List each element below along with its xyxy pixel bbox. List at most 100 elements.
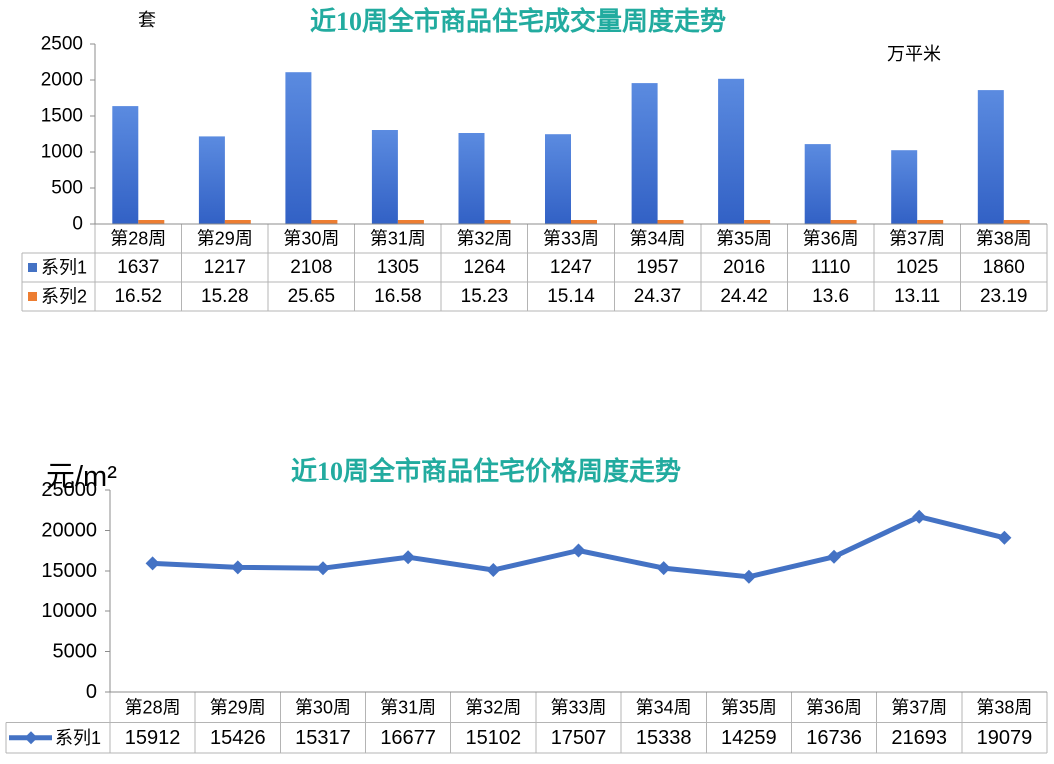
volume-bar-series2-11 [1003, 220, 1030, 224]
volume-y-tick-label-4: 2000 [41, 70, 83, 91]
price-table-value-series1-2: 15426 [210, 727, 266, 749]
volume-table-category-10: 第37周 [889, 229, 945, 249]
price-table-category-8: 第35周 [721, 697, 777, 717]
volume-table-value-series2-11: 23.19 [980, 286, 1028, 307]
volume-legend-swatch-series1 [28, 263, 37, 272]
volume-y-tick-label-0: 0 [72, 214, 83, 235]
volume-table-category-6: 第33周 [543, 229, 599, 249]
price-y-tick-label-1: 5000 [53, 641, 98, 663]
volume-table-value-series2-6: 15.14 [547, 286, 595, 307]
volume-table-value-series1-8: 2016 [723, 257, 765, 278]
price-point-series1-1 [145, 556, 160, 571]
price-table-category-2: 第29周 [210, 697, 266, 717]
volume-table-value-series1-5: 1264 [463, 257, 506, 278]
volume-table-value-series1-7: 1957 [636, 257, 678, 278]
price-table-category-1: 第28周 [125, 697, 181, 717]
volume-bar-series2-6 [571, 220, 597, 224]
volume-table-value-series2-10: 13.11 [894, 286, 940, 307]
volume-bar-chart: 0 500 1000 1500 2000 2500 第28周 第29周 第30周 第31周 第32周… [21, 34, 1048, 312]
volume-chart-title: 近10周全市商品住宅成交量周度走势 [309, 7, 726, 36]
volume-bar-series1-8 [718, 78, 745, 224]
volume-y-tick-label-5: 2500 [41, 34, 83, 55]
volume-bar-series2-10 [917, 220, 944, 224]
volume-bar-series2-7 [657, 220, 684, 224]
price-table-value-series1-8: 14259 [721, 727, 777, 749]
volume-bar-series1-9 [804, 144, 831, 224]
volume-table-value-series2-4: 16.58 [374, 286, 422, 307]
price-y-tick-label-3: 15000 [41, 560, 97, 582]
volume-table-value-series1-10: 1025 [896, 257, 938, 278]
volume-bar-series1-4 [371, 130, 398, 224]
volume-bar-series2-4 [397, 220, 424, 224]
price-table-value-series1-4: 16677 [380, 727, 436, 749]
volume-table-value-series2-9: 13.6 [812, 286, 849, 307]
volume-bar-series2-8 [744, 220, 771, 224]
volume-bar-series1-7 [631, 83, 658, 224]
volume-table-value-series1-2: 1217 [204, 257, 246, 278]
volume-bar-series2-1 [138, 220, 165, 224]
price-table-category-6: 第33周 [550, 697, 606, 717]
volume-table-category-7: 第34周 [630, 229, 686, 249]
volume-table-value-series2-2: 15.28 [201, 286, 249, 307]
volume-y-tick-label-3: 1500 [41, 106, 83, 127]
price-table-value-series1-5: 15102 [466, 727, 522, 749]
volume-table-value-series1-4: 1305 [377, 257, 419, 278]
price-point-series1-8 [741, 569, 756, 584]
price-y-tick-label-2: 10000 [41, 600, 97, 622]
price-table-category-3: 第30周 [295, 697, 351, 717]
price-point-series1-5 [486, 563, 501, 577]
volume-table-value-series2-7: 24.37 [634, 286, 682, 307]
volume-table-category-8: 第35周 [716, 229, 772, 249]
volume-table-value-series1-1: 1637 [117, 257, 159, 278]
price-y-tick-label-5: 25000 [41, 479, 97, 501]
volume-bar-series1-3 [285, 72, 312, 224]
volume-table-value-series1-6: 1247 [550, 257, 592, 278]
price-point-series1-9 [827, 549, 841, 564]
volume-table-value-series1-11: 1860 [983, 257, 1025, 278]
price-table-value-series1-10: 21693 [891, 727, 947, 749]
volume-legend-label-series1: 系列1 [41, 258, 87, 278]
price-legend-label-series1: 系列1 [55, 728, 101, 748]
price-table-value-series1-11: 19079 [977, 727, 1033, 749]
volume-table-category-5: 第32周 [456, 229, 512, 249]
volume-table-category-4: 第31周 [370, 229, 426, 249]
volume-table-category-9: 第36周 [803, 229, 859, 249]
price-legend-marker-series1 [24, 731, 38, 745]
price-y-tick-label-0: 0 [86, 681, 97, 703]
price-point-series1-6 [571, 543, 586, 558]
price-point-series1-7 [656, 561, 671, 576]
volume-table-value-series2-1: 16.52 [114, 286, 162, 307]
volume-bar-series2-5 [484, 220, 511, 224]
volume-bar-series2-9 [830, 220, 857, 224]
price-table-value-series1-1: 15912 [125, 727, 181, 749]
price-table-category-9: 第36周 [806, 697, 862, 717]
price-table-category-11: 第38周 [976, 697, 1032, 717]
volume-table-category-11: 第38周 [976, 229, 1032, 249]
price-y-tick-label-4: 20000 [41, 519, 97, 541]
volume-bar-series1-5 [458, 133, 485, 224]
volume-bar-series1-6 [545, 134, 571, 224]
price-y-axis-unit: 元/m² [46, 461, 117, 493]
price-table-category-7: 第34周 [636, 697, 692, 717]
price-point-series1-3 [316, 561, 330, 576]
volume-legend-swatch-series2 [28, 292, 37, 301]
volume-table-category-1: 第28周 [110, 229, 166, 249]
volume-table-value-series1-3: 2108 [290, 257, 332, 278]
price-table-category-10: 第37周 [891, 697, 947, 717]
volume-y-tick-label-2: 1000 [41, 142, 83, 163]
volume-bar-series2-3 [311, 220, 338, 224]
volume-legend-label-series2: 系列2 [41, 287, 87, 307]
price-table-value-series1-7: 15338 [636, 727, 692, 749]
price-point-series1-10 [912, 509, 927, 524]
volume-table-category-3: 第30周 [283, 229, 339, 249]
volume-y-tick-label-1: 500 [51, 178, 83, 199]
volume-table-value-series2-5: 15.23 [461, 286, 509, 307]
price-table-value-series1-6: 17507 [551, 727, 607, 749]
volume-bar-series1-1 [112, 106, 139, 224]
volume-bar-series1-2 [198, 136, 225, 224]
price-point-series1-2 [230, 560, 245, 575]
volume-bar-series1-10 [891, 150, 918, 224]
volume-table-category-2: 第29周 [197, 229, 253, 249]
price-table-value-series1-3: 15317 [295, 727, 351, 749]
price-line-chart: 0 5000 10000 15000 20000 25000 第28周 第29周 第30周 第31… [5, 479, 1048, 754]
